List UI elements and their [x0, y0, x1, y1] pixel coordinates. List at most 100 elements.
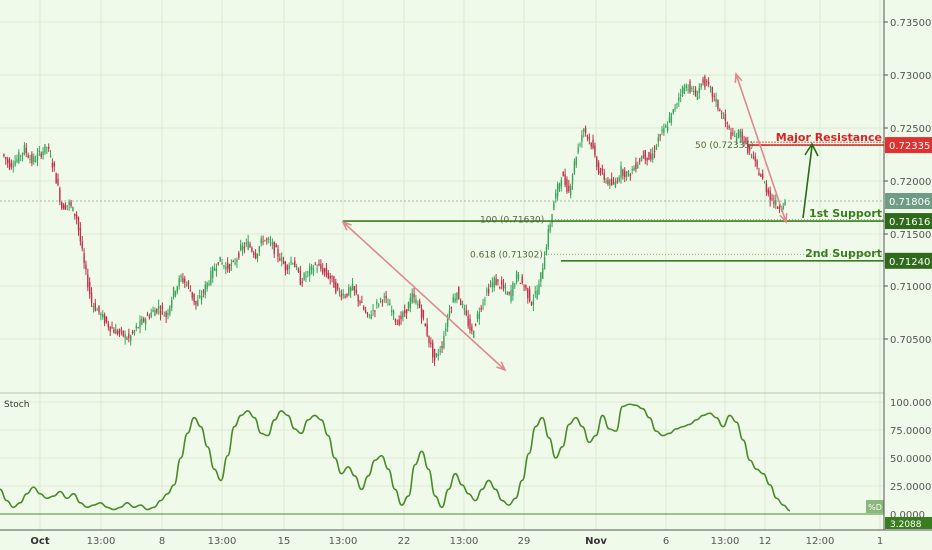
candle-body [150, 312, 152, 317]
candle-body [245, 242, 247, 244]
candle-body [588, 136, 591, 140]
candle-body [754, 156, 756, 161]
candle-body [288, 265, 290, 269]
candle-body [717, 99, 719, 109]
candle-body [510, 290, 512, 301]
x-tick-label-0: Oct [30, 536, 49, 547]
candle-body [368, 314, 371, 316]
stoch-title: Stoch [4, 400, 29, 410]
candle-body [706, 81, 708, 83]
candle-body [239, 244, 242, 251]
candle-body [308, 267, 311, 276]
candle-body [528, 289, 531, 302]
candle-body [77, 217, 80, 231]
stoch-tick-label-1: 75.0000 [890, 426, 931, 437]
candle-body [487, 288, 490, 294]
candle-body [267, 239, 270, 241]
candle-body [204, 284, 206, 295]
candle-body [223, 265, 225, 267]
candle-body [198, 295, 201, 298]
candle-body [31, 153, 33, 164]
stochastic-panel: Stoch %D [0, 400, 884, 515]
candle-body [180, 276, 182, 278]
candle-body [461, 303, 464, 305]
candle-body [767, 189, 769, 194]
candle-body [696, 96, 699, 100]
candle-body [620, 165, 622, 178]
candle-body [197, 299, 199, 306]
candle-body [29, 159, 31, 161]
candle-body [661, 129, 663, 132]
candle-body [713, 95, 715, 97]
candle-body [152, 309, 154, 312]
candle-body [633, 167, 635, 171]
candle-body [61, 201, 63, 209]
candle-body [430, 342, 432, 345]
annotations: Major Resistance 1st Support 2nd Support 0.… [0, 72, 884, 372]
candle-body [96, 309, 98, 311]
candle-body [385, 296, 387, 299]
candle-body [687, 89, 689, 91]
pink-arrow-1 [342, 221, 506, 371]
candle-body [747, 140, 749, 154]
candle-body [92, 305, 95, 307]
candle-body [678, 97, 680, 101]
candle-body [568, 185, 570, 191]
candle-body [59, 188, 61, 202]
candle-body [756, 160, 758, 167]
candle-body [569, 186, 572, 196]
candle-body [359, 301, 361, 304]
candle-body [761, 173, 764, 179]
candle-body [256, 253, 259, 259]
candle-body [282, 261, 285, 264]
candle-body [467, 316, 469, 326]
candle-body [191, 291, 193, 298]
price-tick-label-4: 0.71500 [890, 230, 931, 241]
candle-body [610, 178, 613, 185]
candle-body [679, 94, 682, 97]
candle-body [295, 266, 298, 268]
candle-body [23, 145, 26, 154]
candle-body [618, 177, 620, 182]
candle-body [508, 292, 510, 294]
candle-body [482, 303, 484, 305]
candle-body [333, 276, 335, 288]
candle-body [478, 312, 481, 319]
candle-body [102, 313, 104, 318]
candle-body [25, 147, 28, 153]
candle-body [105, 316, 108, 323]
candle-body [357, 294, 359, 302]
candle-body [625, 171, 628, 177]
candle-body [523, 285, 525, 287]
candle-body [318, 263, 320, 266]
candle-body [437, 354, 440, 357]
pink-arrow-2 [735, 73, 787, 223]
candle-body [418, 300, 421, 308]
candle-body [724, 114, 727, 121]
candle-body [273, 241, 275, 254]
candle-body [389, 303, 391, 306]
candle-body [670, 113, 673, 123]
candle-body [18, 152, 20, 163]
candle-body [702, 79, 704, 83]
candle-body [445, 328, 447, 332]
candle-body [549, 224, 551, 232]
candle-body [124, 334, 126, 339]
candle-body [581, 135, 583, 142]
candle-body [653, 150, 656, 152]
candle-body [715, 98, 717, 102]
x-tick-label-3: 13:00 [208, 536, 237, 547]
candle-body [745, 137, 747, 142]
candle-body [709, 86, 712, 88]
level-label-0: Major Resistance [776, 131, 882, 144]
candle-body [689, 81, 691, 93]
fib-label-0: 0.618 (0.71302) [470, 250, 543, 260]
candle-body [424, 323, 426, 327]
candle-body [512, 283, 514, 296]
candle-body [562, 171, 564, 177]
candle-body [564, 174, 566, 185]
candle-body [543, 257, 546, 270]
candle-body [366, 312, 369, 314]
candle-body [771, 198, 773, 200]
candle-body [215, 268, 218, 272]
